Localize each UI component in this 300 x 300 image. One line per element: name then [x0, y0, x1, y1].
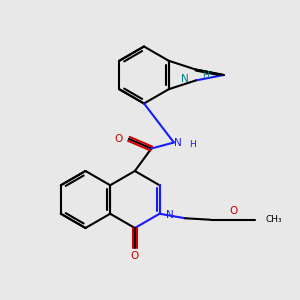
Text: CH₃: CH₃ — [265, 215, 282, 224]
Text: N: N — [166, 210, 174, 220]
Text: O: O — [114, 134, 122, 144]
Text: N: N — [182, 74, 189, 84]
Text: H: H — [202, 70, 209, 80]
Text: H: H — [190, 140, 196, 149]
Text: O: O — [131, 251, 139, 261]
Text: N: N — [175, 137, 182, 148]
Text: O: O — [229, 206, 237, 216]
